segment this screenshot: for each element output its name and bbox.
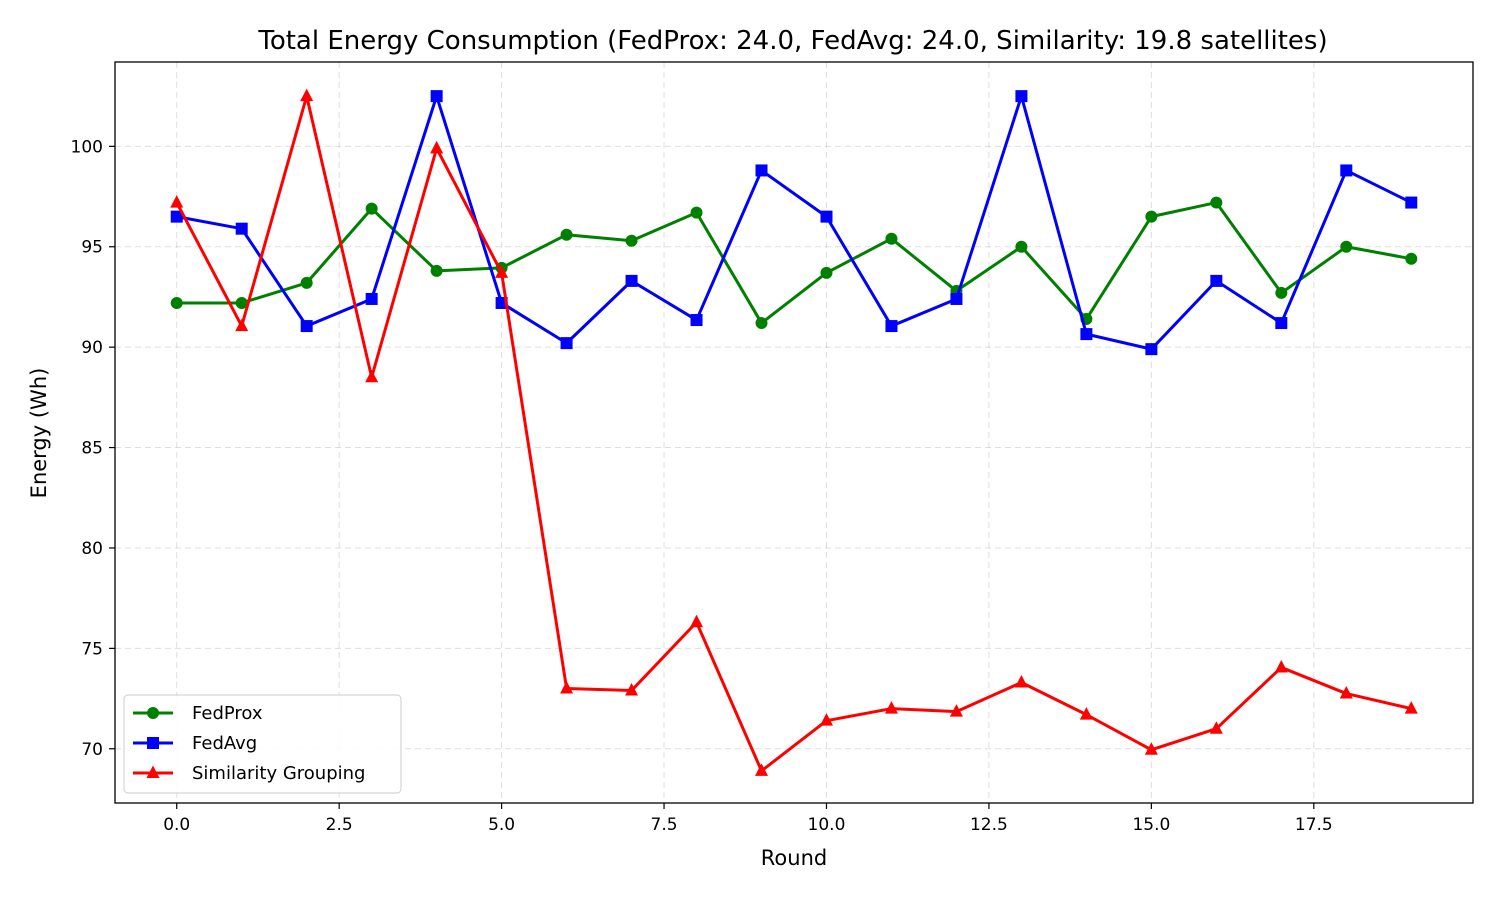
x-tick-label: 15.0 [1132,815,1170,835]
data-point-fedavg [170,210,183,223]
series-group [170,88,1418,776]
data-point-similarity-grouping [1339,686,1353,699]
legend-item-fedprox: FedProx [133,703,263,724]
data-point-fedavg [300,320,313,333]
data-point-fedavg [235,222,248,235]
data-point-similarity-grouping [560,681,574,694]
data-point-fedprox [560,228,573,241]
series-line-fedavg [176,94,1412,351]
y-tick-label: 90 [81,338,103,358]
legend-label-fedprox: FedProx [192,703,263,724]
data-point-fedprox [1210,196,1223,209]
data-point-fedprox [430,264,443,277]
data-point-fedprox [820,266,833,279]
data-point-fedavg [365,292,378,305]
data-point-similarity-grouping [1404,701,1418,714]
y-tick-label: 70 [81,740,103,760]
data-point-fedprox [1145,210,1158,223]
data-point-fedavg [950,292,963,305]
y-tick-label: 80 [81,539,103,559]
data-point-fedprox [170,296,183,309]
data-point-similarity-grouping [690,614,704,628]
data-point-fedprox [690,206,703,219]
data-point-fedavg [1015,90,1028,103]
x-tick-label: 7.5 [651,815,678,835]
series-line-fedprox [176,201,1412,325]
data-point-fedprox [1340,240,1353,253]
data-point-fedavg [625,274,638,287]
data-point-similarity-grouping [365,369,379,383]
y-tick-label: 85 [81,439,103,459]
data-point-fedprox [755,317,768,330]
data-point-similarity-grouping [430,140,444,154]
plot-frame [114,61,1474,804]
data-point-similarity-grouping [1209,721,1223,734]
data-point-fedprox [885,232,898,245]
data-point-similarity-grouping [300,88,314,102]
data-point-fedavg [1145,343,1158,356]
data-point-fedavg [885,320,898,333]
x-tick-label: 12.5 [970,815,1008,835]
x-tick-label: 10.0 [808,815,846,835]
legend-item-similarity-grouping: Similarity Grouping [133,763,365,784]
legend-item-fedavg: FedAvg [133,733,257,754]
x-axis-label: Round [761,846,827,870]
data-point-similarity-grouping [495,265,509,278]
data-point-similarity-grouping [625,683,639,696]
data-point-similarity-grouping [949,704,963,717]
series-similarity-grouping [170,88,1418,776]
data-point-fedavg [1275,317,1288,330]
data-point-similarity-grouping [819,713,833,726]
data-point-fedavg [1405,196,1418,209]
legend-marker-similarity-grouping [146,765,160,778]
data-point-fedprox [300,276,313,289]
legend-marker-fedprox [147,707,159,719]
data-point-similarity-grouping [1274,659,1288,673]
legend-box [123,694,402,794]
data-point-fedprox [1015,240,1028,253]
y-tick-label: 100 [71,137,103,157]
chart-title: Total Energy Consumption (FedProx: 24.0,… [257,26,1327,56]
data-point-similarity-grouping [755,763,769,776]
data-point-fedprox [1405,252,1418,265]
data-point-similarity-grouping [1079,707,1093,720]
x-tick-label: 5.0 [488,815,515,835]
y-tick-label: 95 [81,238,103,258]
legend-label-fedavg: FedAvg [192,733,257,754]
data-point-fedprox [235,296,248,309]
data-point-similarity-grouping [1144,742,1158,755]
data-point-fedprox [1275,286,1288,299]
data-point-fedavg [690,314,703,327]
data-point-fedprox [365,202,378,215]
y-axis-label: Energy (Wh) [27,368,51,499]
x-tick-label: 0.0 [163,815,190,835]
series-fedprox [170,196,1418,330]
legend: FedProx FedAvg Similarity Grouping [123,694,402,794]
data-point-similarity-grouping [170,195,184,208]
data-point-similarity-grouping [884,701,898,714]
data-point-fedavg [755,164,768,177]
data-point-fedavg [1210,274,1223,287]
x-tick-label: 2.5 [326,815,353,835]
data-point-fedprox [625,234,638,247]
data-point-fedavg [820,210,833,223]
data-point-fedavg [560,337,573,350]
data-point-fedavg [1080,328,1093,341]
legend-marker-fedavg [147,737,159,749]
legend-label-similarity-grouping: Similarity Grouping [192,763,365,784]
y-tick-label: 75 [81,639,103,659]
x-tick-label: 17.5 [1295,815,1333,835]
data-point-similarity-grouping [235,318,249,332]
data-point-similarity-grouping [1014,675,1028,688]
axis-ticks: 0.0 2.5 5.0 7.5 10.0 12.5 15.0 17.5 70 75 80 85 90 95… [71,137,1333,835]
series-fedavg [170,90,1418,356]
series-line-similarity-grouping [175,94,1412,773]
data-point-fedavg [1340,164,1353,177]
data-point-fedavg [430,90,443,103]
